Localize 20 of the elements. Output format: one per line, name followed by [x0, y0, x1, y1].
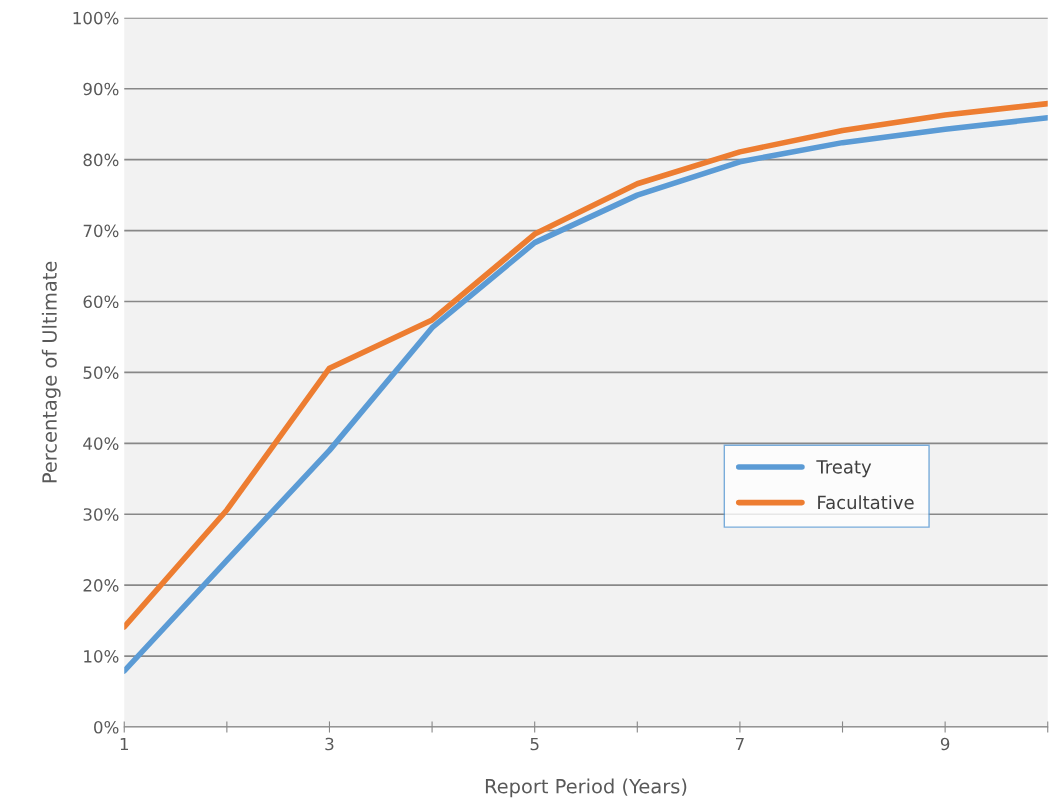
x-tick-label: 9 [940, 737, 950, 751]
legend-label: Facultative [818, 495, 914, 510]
x-tick-label: 1 [120, 737, 129, 751]
legend-label: Treaty [816, 460, 872, 478]
y-tick-label: 90% [83, 82, 119, 96]
x-tick-label: 7 [735, 737, 744, 751]
y-tick-label: 100% [73, 11, 119, 25]
y-tick-label: 0% [94, 720, 119, 734]
y-tick-label: 50% [83, 366, 119, 379]
y-tick-label: 40% [83, 437, 119, 450]
y-tick-label: 60% [83, 295, 119, 309]
y-tick-label: 30% [83, 508, 119, 521]
y-tick-label: 70% [83, 224, 119, 238]
x-axis-title: Report Period (Years) [485, 778, 687, 798]
y-tick-label: 20% [83, 579, 119, 592]
x-tick-label: 3 [325, 737, 334, 751]
y-tick-label: 10% [84, 650, 119, 663]
x-tick-label: 5 [530, 737, 539, 751]
y-axis-title: Percentage of Ultimate [41, 261, 61, 483]
y-tick-label: 80% [83, 153, 119, 167]
